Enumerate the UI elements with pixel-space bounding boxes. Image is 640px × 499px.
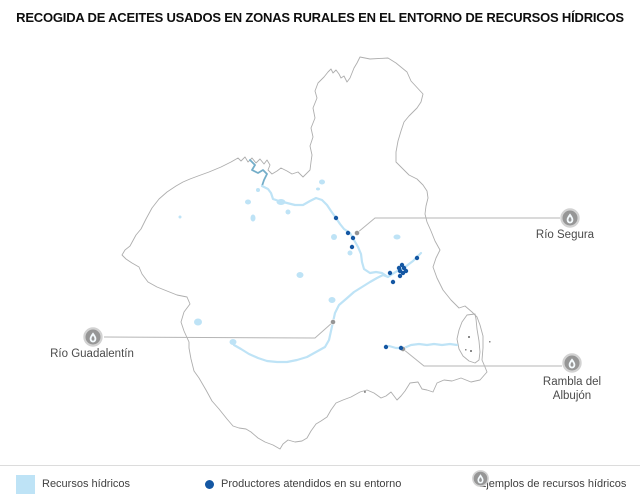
producer-dot <box>350 235 356 241</box>
leader-anchor-dot <box>330 319 336 325</box>
label-rambla-del-albujon: Rambla del Albujón <box>543 376 601 403</box>
label-rambla-line2: Albujón <box>552 389 592 402</box>
water-patches <box>178 179 401 345</box>
leader-anchor-dot <box>354 230 360 236</box>
river-segura-headwater <box>249 159 268 187</box>
mar-menor-island <box>470 350 472 352</box>
label-rambla-line1: Rambla del <box>542 376 602 388</box>
leader-line-rambla-albujon <box>402 348 562 367</box>
water-drop-icon <box>472 470 489 487</box>
river-guadalentin <box>232 273 390 364</box>
legend-item-ejemplos: Ejemplos de recursos hídricos <box>472 470 626 498</box>
water-drop-icon <box>83 327 103 347</box>
water-drop-icon <box>562 353 582 373</box>
producer-dot <box>390 279 396 285</box>
legend-label: Recursos hídricos <box>42 478 131 490</box>
mar-menor-lagoon <box>456 313 481 364</box>
legend-item-productores: Productores atendidos en su entorno <box>205 470 401 498</box>
water-swatch <box>16 474 35 494</box>
river-segura <box>260 184 423 279</box>
region-outline <box>121 56 488 450</box>
leader-line-rio-segura <box>356 217 560 234</box>
page-title: RECOGIDA DE ACEITES USADOS EN ZONAS RURA… <box>16 10 624 25</box>
coastal-islet <box>489 341 491 343</box>
leader-line-rio-guadalentin <box>103 321 334 339</box>
legend-label: Productores atendidos en su entorno <box>221 478 402 490</box>
legend-label: Ejemplos de recursos hídricos <box>479 478 627 490</box>
producer-dot <box>414 255 420 261</box>
label-rio-guadalentin: Río Guadalentín <box>50 348 134 360</box>
water-drop-icon <box>560 208 580 228</box>
producer-dots <box>333 215 420 351</box>
producer-dot <box>345 230 351 236</box>
legend-separator <box>0 465 640 466</box>
legend-item-recursos-hidricos: Recursos hídricos <box>16 470 130 498</box>
connector-dots <box>330 230 406 352</box>
callout-icons <box>83 208 582 373</box>
mar-menor-island <box>468 336 470 338</box>
producer-dot-swatch <box>205 479 214 489</box>
producer-dot <box>349 244 355 250</box>
mar-menor-island <box>465 349 467 351</box>
coastal-islet <box>364 391 366 393</box>
producer-dot <box>400 270 406 276</box>
producer-dot <box>387 270 393 276</box>
producer-dot <box>383 344 389 350</box>
producer-dot <box>397 273 403 279</box>
producer-dot <box>333 215 339 221</box>
producer-dot <box>398 345 404 351</box>
label-rio-segura: Río Segura <box>535 229 595 241</box>
